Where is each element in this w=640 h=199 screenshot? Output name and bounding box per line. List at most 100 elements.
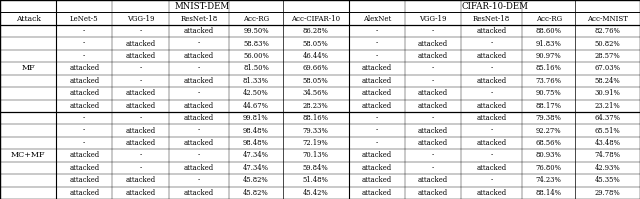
Text: -: - (376, 27, 378, 35)
Text: 98.48%: 98.48% (243, 127, 269, 135)
Text: attacked: attacked (69, 64, 99, 72)
Text: attacked: attacked (69, 164, 99, 172)
Text: 73.76%: 73.76% (536, 77, 562, 85)
Text: attacked: attacked (125, 139, 156, 147)
Text: Acc-RG: Acc-RG (243, 15, 269, 23)
Text: AlexNet: AlexNet (363, 15, 391, 23)
Text: 79.38%: 79.38% (536, 114, 562, 122)
Text: 64.37%: 64.37% (595, 114, 621, 122)
Text: 46.44%: 46.44% (303, 52, 329, 60)
Text: -: - (198, 40, 200, 48)
Text: attacked: attacked (125, 102, 156, 110)
Text: -: - (83, 27, 85, 35)
Text: 45.35%: 45.35% (595, 176, 621, 184)
Text: attacked: attacked (184, 102, 214, 110)
Text: attacked: attacked (184, 52, 214, 60)
Text: MF: MF (21, 64, 35, 72)
Text: -: - (491, 151, 493, 159)
Text: attacked: attacked (69, 102, 99, 110)
Text: -: - (491, 176, 493, 184)
Text: -: - (198, 176, 200, 184)
Text: attacked: attacked (418, 127, 448, 135)
Text: attacked: attacked (477, 77, 507, 85)
Text: -: - (491, 89, 493, 97)
Text: attacked: attacked (362, 164, 392, 172)
Text: -: - (83, 52, 85, 60)
Text: -: - (432, 77, 435, 85)
Text: -: - (491, 127, 493, 135)
Text: -: - (140, 151, 141, 159)
Text: 47.34%: 47.34% (243, 164, 269, 172)
Text: -: - (491, 64, 493, 72)
Text: attacked: attacked (125, 189, 156, 197)
Text: attacked: attacked (362, 89, 392, 97)
Text: -: - (198, 127, 200, 135)
Text: attacked: attacked (418, 102, 448, 110)
Text: VGG-19: VGG-19 (127, 15, 154, 23)
Text: 88.16%: 88.16% (303, 114, 329, 122)
Text: 58.05%: 58.05% (303, 77, 328, 85)
Text: 88.14%: 88.14% (536, 189, 562, 197)
Text: 67.03%: 67.03% (595, 64, 621, 72)
Text: -: - (376, 139, 378, 147)
Text: attacked: attacked (362, 189, 392, 197)
Text: 30.91%: 30.91% (595, 89, 621, 97)
Text: attacked: attacked (184, 114, 214, 122)
Text: -: - (432, 114, 435, 122)
Text: 98.48%: 98.48% (243, 139, 269, 147)
Text: 81.50%: 81.50% (243, 64, 269, 72)
Text: 58.05%: 58.05% (303, 40, 328, 48)
Text: 45.42%: 45.42% (303, 189, 328, 197)
Text: attacked: attacked (362, 64, 392, 72)
Text: 28.23%: 28.23% (303, 102, 328, 110)
Text: -: - (198, 64, 200, 72)
Text: -: - (83, 139, 85, 147)
Text: attacked: attacked (184, 139, 214, 147)
Text: -: - (198, 151, 200, 159)
Text: Acc-MNIST: Acc-MNIST (587, 15, 628, 23)
Text: 65.51%: 65.51% (595, 127, 621, 135)
Text: attacked: attacked (477, 102, 507, 110)
Text: -: - (376, 114, 378, 122)
Text: 81.33%: 81.33% (243, 77, 269, 85)
Text: 44.67%: 44.67% (243, 102, 269, 110)
Text: 51.48%: 51.48% (303, 176, 329, 184)
Text: 29.78%: 29.78% (595, 189, 621, 197)
Text: attacked: attacked (418, 40, 448, 48)
Text: Acc-RG: Acc-RG (536, 15, 562, 23)
Text: 74.23%: 74.23% (536, 176, 562, 184)
Text: attacked: attacked (477, 139, 507, 147)
Text: attacked: attacked (69, 151, 99, 159)
Text: attacked: attacked (125, 52, 156, 60)
Text: 42.50%: 42.50% (243, 89, 269, 97)
Text: attacked: attacked (418, 139, 448, 147)
Text: MC+MF: MC+MF (11, 151, 45, 159)
Text: attacked: attacked (418, 176, 448, 184)
Text: 92.27%: 92.27% (536, 127, 561, 135)
Text: 90.75%: 90.75% (536, 89, 561, 97)
Text: attacked: attacked (418, 89, 448, 97)
Text: -: - (432, 27, 435, 35)
Text: 45.82%: 45.82% (243, 189, 269, 197)
Text: 34.56%: 34.56% (303, 89, 329, 97)
Text: Acc-CIFAR-10: Acc-CIFAR-10 (291, 15, 340, 23)
Text: 74.78%: 74.78% (595, 151, 621, 159)
Text: attacked: attacked (477, 52, 507, 60)
Text: attacked: attacked (418, 52, 448, 60)
Text: 70.13%: 70.13% (303, 151, 329, 159)
Text: LeNet-5: LeNet-5 (70, 15, 99, 23)
Text: 76.80%: 76.80% (536, 164, 562, 172)
Text: attacked: attacked (125, 89, 156, 97)
Text: 43.48%: 43.48% (595, 139, 621, 147)
Text: attacked: attacked (184, 77, 214, 85)
Text: 69.66%: 69.66% (303, 64, 329, 72)
Text: attacked: attacked (362, 102, 392, 110)
Text: attacked: attacked (69, 176, 99, 184)
Text: VGG-19: VGG-19 (419, 15, 447, 23)
Text: -: - (140, 27, 141, 35)
Text: -: - (83, 127, 85, 135)
Text: 68.56%: 68.56% (536, 139, 562, 147)
Text: 50.82%: 50.82% (595, 40, 621, 48)
Text: 56.00%: 56.00% (243, 52, 269, 60)
Text: CIFAR-10-DEM: CIFAR-10-DEM (461, 2, 528, 11)
